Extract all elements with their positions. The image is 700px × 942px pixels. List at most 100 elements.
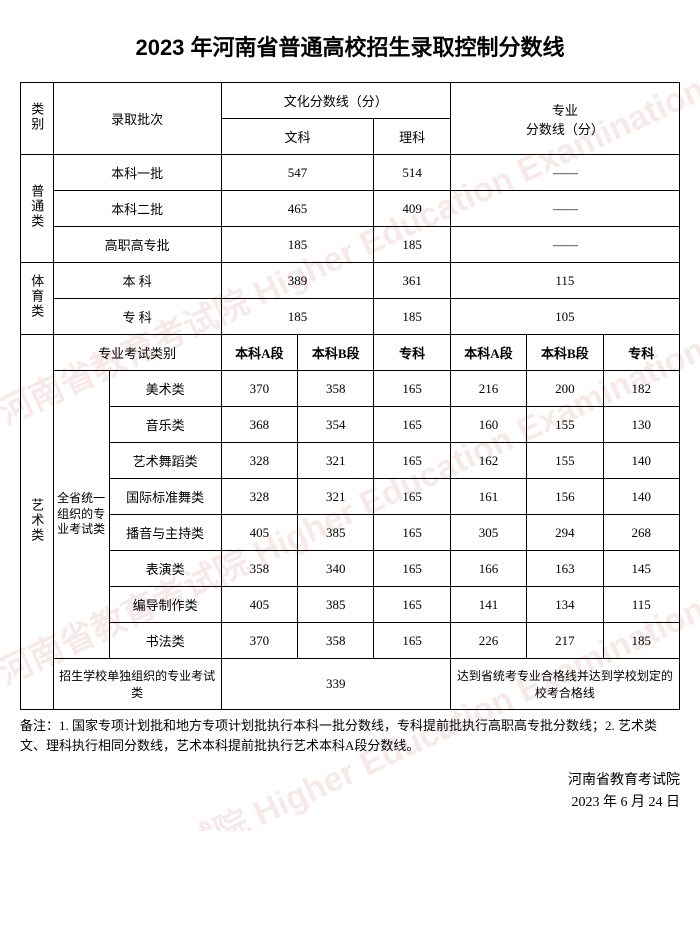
arts-group-label: 全省统一组织的专业考试类 xyxy=(53,371,109,659)
score-cell: 328 xyxy=(221,443,297,479)
score-cell: —— xyxy=(450,227,679,263)
notes-text: 备注：1. 国家专项计划批和地方专项计划批执行本科一批分数线，专科提前批执行高职… xyxy=(20,716,680,755)
table-row: 全省统一组织的专业考试类 美术类 370 358 165 216 200 182 xyxy=(21,371,680,407)
batch-cell: 高职高专批 xyxy=(53,227,221,263)
score-cell: 358 xyxy=(298,371,374,407)
document-content: 2023 年河南省普通高校招生录取控制分数线 类别 录取批次 文化分数线（分） … xyxy=(20,30,680,811)
score-cell: 130 xyxy=(603,407,679,443)
score-cell: 155 xyxy=(527,443,603,479)
header-liberal: 文科 xyxy=(221,119,374,155)
score-cell: 216 xyxy=(450,371,526,407)
header-benke-a: 本科A段 xyxy=(221,335,297,371)
score-cell: 340 xyxy=(298,551,374,587)
score-cell: 368 xyxy=(221,407,297,443)
score-cell: 165 xyxy=(374,587,450,623)
score-cell: 268 xyxy=(603,515,679,551)
arts-name: 艺术舞蹈类 xyxy=(109,443,221,479)
header-major: 专业分数线（分） xyxy=(450,83,679,155)
batch-cell: 本科二批 xyxy=(53,191,221,227)
table-row: 音乐类 368 354 165 160 155 130 xyxy=(21,407,680,443)
score-cell: 217 xyxy=(527,623,603,659)
score-cell: 358 xyxy=(221,551,297,587)
score-cell: 163 xyxy=(527,551,603,587)
arts-name: 编导制作类 xyxy=(109,587,221,623)
score-cell: 547 xyxy=(221,155,374,191)
arts-school-note: 达到省统考专业合格线并达到学校划定的校考合格线 xyxy=(450,659,679,710)
score-cell: 156 xyxy=(527,479,603,515)
table-row: 专 科 185 185 105 xyxy=(21,299,680,335)
header-zhuanke: 专科 xyxy=(603,335,679,371)
header-batch: 录取批次 xyxy=(53,83,221,155)
score-cell: 200 xyxy=(527,371,603,407)
score-cell: 294 xyxy=(527,515,603,551)
score-cell: 370 xyxy=(221,371,297,407)
score-cell: 140 xyxy=(603,479,679,515)
score-cell: 145 xyxy=(603,551,679,587)
score-cell: 165 xyxy=(374,515,450,551)
header-culture: 文化分数线（分） xyxy=(221,83,450,119)
arts-name: 书法类 xyxy=(109,623,221,659)
footer-date: 2023 年 6 月 24 日 xyxy=(20,791,680,811)
header-exam-type: 专业考试类别 xyxy=(53,335,221,371)
score-cell: —— xyxy=(450,155,679,191)
table-row: 招生学校单独组织的专业考试类 339 达到省统考专业合格线并达到学校划定的校考合… xyxy=(21,659,680,710)
arts-school-culture: 339 xyxy=(221,659,450,710)
header-benke-b: 本科B段 xyxy=(527,335,603,371)
batch-cell: 本科一批 xyxy=(53,155,221,191)
score-table: 类别 录取批次 文化分数线（分） 专业分数线（分） 文科 理科 普通类 本科一批… xyxy=(20,82,680,710)
arts-name: 美术类 xyxy=(109,371,221,407)
batch-cell: 本 科 xyxy=(53,263,221,299)
page-title: 2023 年河南省普通高校招生录取控制分数线 xyxy=(20,30,680,62)
arts-header-row: 艺术类 专业考试类别 本科A段 本科B段 专科 本科A段 本科B段 专科 xyxy=(21,335,680,371)
score-cell: 354 xyxy=(298,407,374,443)
footer-org: 河南省教育考试院 xyxy=(20,769,680,789)
score-cell: 185 xyxy=(374,227,450,263)
header-category: 类别 xyxy=(21,83,54,155)
score-cell: 321 xyxy=(298,443,374,479)
score-cell: 514 xyxy=(374,155,450,191)
score-cell: 166 xyxy=(450,551,526,587)
score-cell: 165 xyxy=(374,623,450,659)
category-sports: 体育类 xyxy=(21,263,54,335)
arts-name: 音乐类 xyxy=(109,407,221,443)
score-cell: 185 xyxy=(221,299,374,335)
header-science: 理科 xyxy=(374,119,450,155)
header-benke-a: 本科A段 xyxy=(450,335,526,371)
score-cell: 385 xyxy=(298,515,374,551)
score-cell: 405 xyxy=(221,515,297,551)
score-cell: 141 xyxy=(450,587,526,623)
category-general: 普通类 xyxy=(21,155,54,263)
score-cell: 405 xyxy=(221,587,297,623)
score-cell: 105 xyxy=(450,299,679,335)
score-cell: 134 xyxy=(527,587,603,623)
table-row: 播音与主持类 405 385 165 305 294 268 xyxy=(21,515,680,551)
table-row: 国际标准舞类 328 321 165 161 156 140 xyxy=(21,479,680,515)
table-row: 体育类 本 科 389 361 115 xyxy=(21,263,680,299)
table-row: 普通类 本科一批 547 514 —— xyxy=(21,155,680,191)
header-row-1: 类别 录取批次 文化分数线（分） 专业分数线（分） xyxy=(21,83,680,119)
header-zhuanke: 专科 xyxy=(374,335,450,371)
table-row: 本科二批 465 409 —— xyxy=(21,191,680,227)
score-cell: 165 xyxy=(374,551,450,587)
score-cell: 165 xyxy=(374,371,450,407)
score-cell: 409 xyxy=(374,191,450,227)
score-cell: 160 xyxy=(450,407,526,443)
arts-name: 国际标准舞类 xyxy=(109,479,221,515)
score-cell: 165 xyxy=(374,479,450,515)
score-cell: 370 xyxy=(221,623,297,659)
score-cell: 321 xyxy=(298,479,374,515)
arts-name: 表演类 xyxy=(109,551,221,587)
score-cell: 305 xyxy=(450,515,526,551)
score-cell: 185 xyxy=(221,227,374,263)
score-cell: —— xyxy=(450,191,679,227)
score-cell: 115 xyxy=(603,587,679,623)
arts-name: 播音与主持类 xyxy=(109,515,221,551)
score-cell: 161 xyxy=(450,479,526,515)
arts-school-label: 招生学校单独组织的专业考试类 xyxy=(53,659,221,710)
score-cell: 165 xyxy=(374,443,450,479)
score-cell: 358 xyxy=(298,623,374,659)
score-cell: 361 xyxy=(374,263,450,299)
score-cell: 140 xyxy=(603,443,679,479)
category-arts: 艺术类 xyxy=(21,335,54,710)
score-cell: 185 xyxy=(603,623,679,659)
